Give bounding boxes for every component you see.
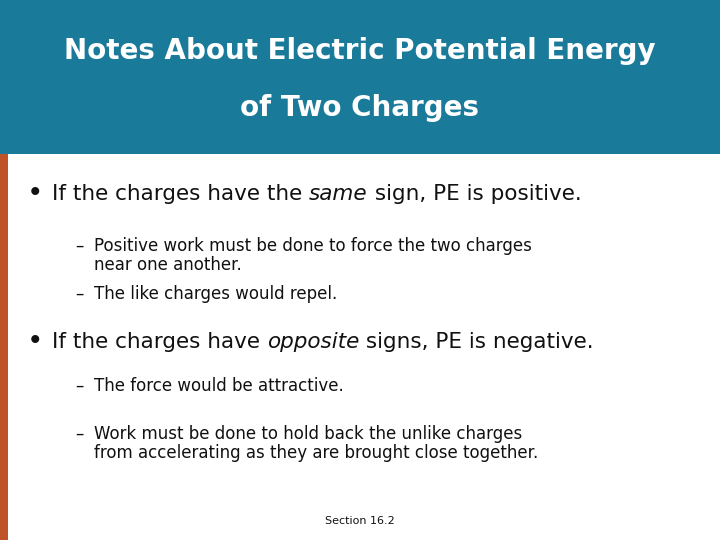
Text: If the charges have: If the charges have — [52, 332, 266, 352]
Text: If the charges have the: If the charges have the — [52, 184, 309, 204]
Text: signs, PE is negative.: signs, PE is negative. — [359, 332, 594, 352]
Text: sign, PE is positive.: sign, PE is positive. — [368, 184, 581, 204]
Text: Work must be done to hold back the unlike charges: Work must be done to hold back the unlik… — [94, 425, 522, 443]
Bar — [0, 0, 720, 154]
Text: –: – — [76, 285, 84, 303]
Text: from accelerating as they are brought close together.: from accelerating as they are brought cl… — [94, 444, 538, 462]
Text: –: – — [76, 425, 84, 443]
Text: –: – — [76, 377, 84, 395]
Text: •: • — [27, 183, 42, 205]
Text: The like charges would repel.: The like charges would repel. — [94, 285, 337, 303]
Text: same: same — [309, 184, 368, 204]
Text: •: • — [27, 330, 42, 353]
Text: of Two Charges: of Two Charges — [240, 94, 480, 122]
Text: Notes About Electric Potential Energy: Notes About Electric Potential Energy — [64, 37, 656, 65]
Text: near one another.: near one another. — [94, 256, 241, 274]
Bar — [0, 154, 8, 540]
Text: Section 16.2: Section 16.2 — [325, 516, 395, 526]
Text: Positive work must be done to force the two charges: Positive work must be done to force the … — [94, 237, 531, 255]
Text: opposite: opposite — [266, 332, 359, 352]
Text: –: – — [76, 237, 84, 255]
Text: The force would be attractive.: The force would be attractive. — [94, 377, 343, 395]
